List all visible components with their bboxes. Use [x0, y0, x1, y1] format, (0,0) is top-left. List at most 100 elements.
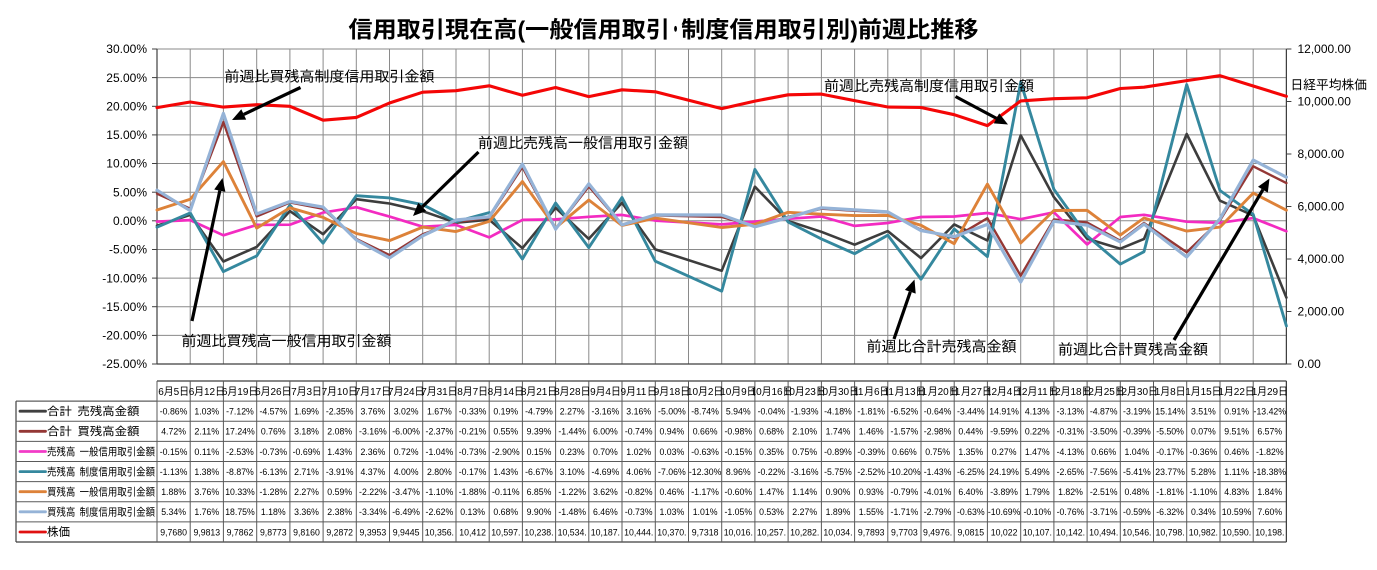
svg-text:-13.42%: -13.42% — [1254, 407, 1287, 418]
svg-text:24.19%: 24.19% — [989, 467, 1019, 478]
svg-text:12: 12 — [204, 387, 216, 398]
svg-text:10: 10 — [687, 387, 699, 398]
svg-text:9.90%: 9.90% — [527, 507, 552, 518]
svg-text:-6.25%: -6.25% — [957, 467, 985, 478]
svg-text:-1.04%: -1.04% — [426, 447, 454, 458]
svg-text:): ) — [850, 17, 858, 43]
svg-text:0.46%: 0.46% — [1224, 447, 1249, 458]
svg-text:-0.73%: -0.73% — [625, 507, 653, 518]
svg-text:8,000.00: 8,000.00 — [1298, 147, 1345, 161]
svg-text:10: 10 — [751, 387, 763, 398]
svg-text:-3.71%: -3.71% — [1090, 507, 1118, 518]
svg-text:11: 11 — [884, 387, 895, 398]
svg-text:10,238.: 10,238. — [524, 527, 553, 538]
svg-text:-2.52%: -2.52% — [857, 467, 885, 478]
svg-text:6,000.00: 6,000.00 — [1298, 200, 1345, 214]
svg-text:0.66%: 0.66% — [693, 427, 718, 438]
svg-text:2.08%: 2.08% — [327, 427, 352, 438]
svg-text:-3.16%: -3.16% — [592, 407, 620, 418]
svg-text:7: 7 — [388, 387, 394, 398]
svg-text:1.47%: 1.47% — [759, 487, 784, 498]
svg-text:-2.35%: -2.35% — [326, 407, 354, 418]
svg-text:0.91%: 0.91% — [1224, 407, 1249, 418]
svg-text:5.28%: 5.28% — [1191, 467, 1216, 478]
svg-text:4: 4 — [605, 387, 611, 398]
svg-text:-3.91%: -3.91% — [326, 467, 354, 478]
svg-text:-0.69%: -0.69% — [293, 447, 321, 458]
svg-text:-0.11%: -0.11% — [492, 487, 520, 498]
svg-text:9,7862: 9,7862 — [227, 527, 254, 538]
svg-text:10,370.: 10,370. — [657, 527, 686, 538]
svg-text:1.46%: 1.46% — [859, 427, 884, 438]
svg-text:-1.43%: -1.43% — [924, 467, 952, 478]
svg-text:-1.22%: -1.22% — [558, 487, 586, 498]
svg-text:1.74%: 1.74% — [826, 427, 851, 438]
svg-text:0.68%: 0.68% — [493, 507, 518, 518]
svg-text:9.39%: 9.39% — [527, 427, 552, 438]
svg-text:-0.64%: -0.64% — [924, 407, 952, 418]
svg-text:0.48%: 0.48% — [1125, 487, 1150, 498]
svg-text:1.88%: 1.88% — [161, 487, 186, 498]
svg-text:12: 12 — [1116, 387, 1128, 398]
svg-text:10,494.: 10,494. — [1089, 527, 1118, 538]
svg-text:2.11%: 2.11% — [194, 427, 219, 438]
svg-text:-0.39%: -0.39% — [1123, 427, 1151, 438]
svg-text:23: 23 — [805, 387, 817, 398]
svg-text:9,2872: 9,2872 — [326, 527, 353, 538]
svg-text:12: 12 — [1050, 387, 1062, 398]
svg-text:3.51%: 3.51% — [1191, 407, 1216, 418]
svg-text:0.13%: 0.13% — [460, 507, 485, 518]
svg-text:-0.79%: -0.79% — [891, 487, 919, 498]
svg-text:28: 28 — [569, 387, 581, 398]
svg-text:-5.50%: -5.50% — [1156, 427, 1184, 438]
svg-text:-10.20%: -10.20% — [888, 467, 921, 478]
svg-text:-1.71%: -1.71% — [891, 507, 919, 518]
svg-text:-0.98%: -0.98% — [724, 427, 752, 438]
svg-text:15.14%: 15.14% — [1155, 407, 1185, 418]
svg-text:4.06%: 4.06% — [626, 467, 651, 478]
svg-text:-6.49%: -6.49% — [392, 507, 420, 518]
svg-text:-5.75%: -5.75% — [824, 467, 852, 478]
svg-text:-0.15%: -0.15% — [160, 447, 188, 458]
svg-text:-0.15%: -0.15% — [724, 447, 752, 458]
svg-text:1.79%: 1.79% — [1025, 487, 1050, 498]
svg-text:-0.10%: -0.10% — [1023, 507, 1051, 518]
svg-text:0.75%: 0.75% — [925, 447, 950, 458]
svg-text:1.69%: 1.69% — [294, 407, 319, 418]
svg-text:8.96%: 8.96% — [726, 467, 751, 478]
svg-text:10: 10 — [817, 387, 829, 398]
svg-text:3.36%: 3.36% — [294, 507, 319, 518]
svg-text:9,7680: 9,7680 — [160, 527, 187, 538]
svg-text:1.01%: 1.01% — [693, 507, 718, 518]
svg-text:-12.30%: -12.30% — [689, 467, 722, 478]
svg-text:8: 8 — [457, 387, 463, 398]
svg-text:0.90%: 0.90% — [826, 487, 851, 498]
svg-text:11: 11 — [636, 387, 647, 398]
svg-text:0.55%: 0.55% — [493, 427, 518, 438]
svg-text:1.84%: 1.84% — [1257, 487, 1282, 498]
svg-text:1.35%: 1.35% — [958, 447, 983, 458]
svg-text:10.33%: 10.33% — [225, 487, 255, 498]
svg-text:0.76%: 0.76% — [261, 427, 286, 438]
svg-text:4: 4 — [1007, 387, 1013, 398]
svg-text:10,034.: 10,034. — [823, 527, 852, 538]
svg-text:0.72%: 0.72% — [394, 447, 419, 458]
svg-text:25.00%: 25.00% — [106, 71, 147, 85]
svg-text:10,142.: 10,142. — [1056, 527, 1085, 538]
svg-text:6.00%: 6.00% — [593, 427, 618, 438]
svg-text:1.43%: 1.43% — [493, 467, 518, 478]
svg-text:3.76%: 3.76% — [361, 407, 386, 418]
svg-text:-3.16%: -3.16% — [359, 427, 387, 438]
svg-text:7: 7 — [322, 387, 328, 398]
svg-text:-0.63%: -0.63% — [957, 507, 985, 518]
svg-text:11: 11 — [950, 387, 961, 398]
svg-text:-0.17%: -0.17% — [1156, 447, 1184, 458]
svg-text:20: 20 — [938, 387, 950, 398]
svg-text:9,8773: 9,8773 — [260, 527, 287, 538]
svg-text:-4.18%: -4.18% — [824, 407, 852, 418]
svg-text:-1.57%: -1.57% — [891, 427, 919, 438]
svg-text:2.27%: 2.27% — [294, 487, 319, 498]
svg-text:0.00: 0.00 — [1298, 357, 1322, 371]
svg-text:-1.44%: -1.44% — [558, 427, 586, 438]
svg-text:-6.13%: -6.13% — [259, 467, 287, 478]
